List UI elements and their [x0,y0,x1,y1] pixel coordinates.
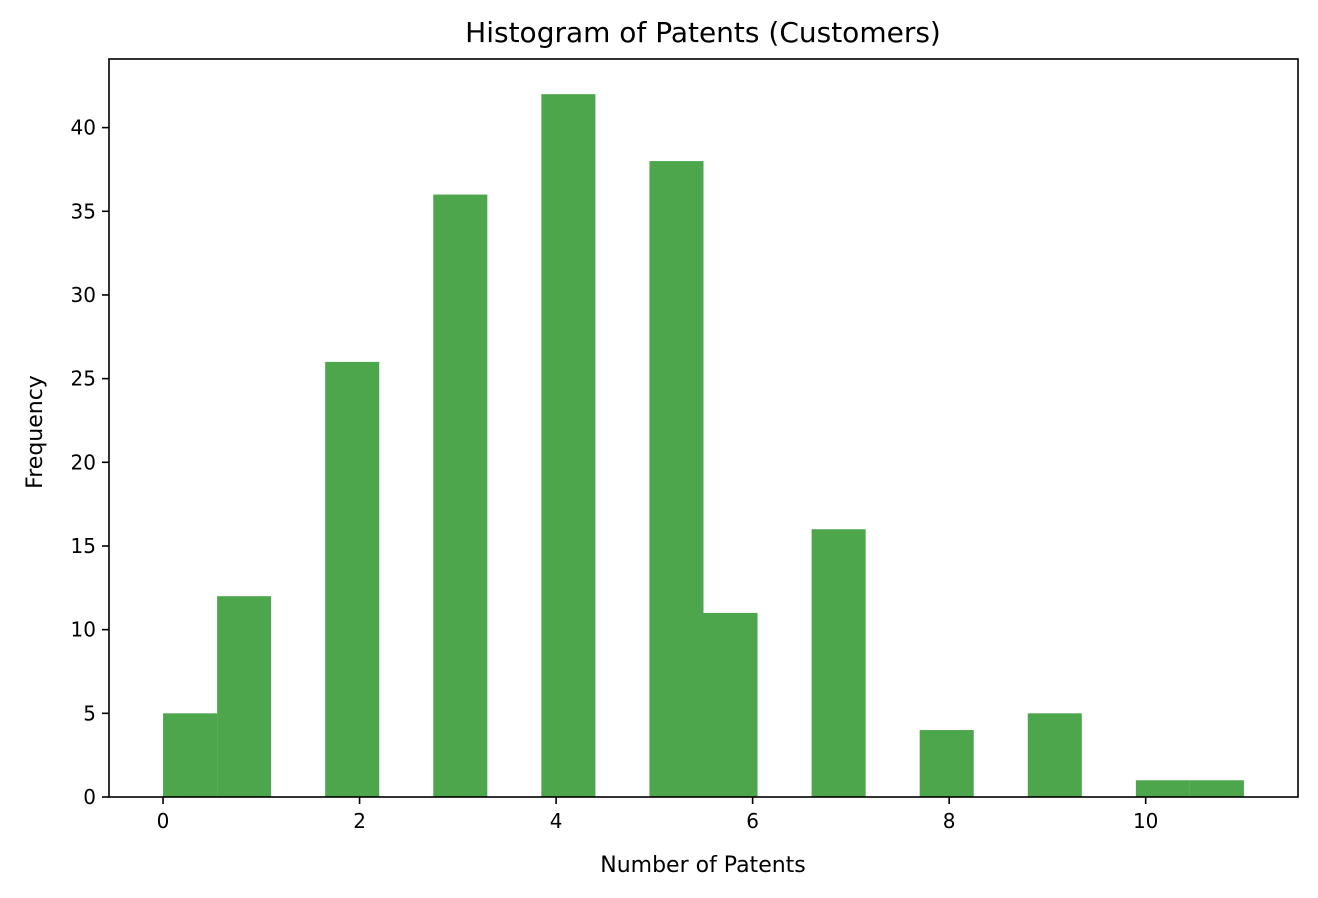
x-tick-label: 10 [1133,809,1158,833]
y-tick-label: 25 [71,367,96,391]
x-tick-label: 8 [943,809,956,833]
x-axis-label: Number of Patents [600,853,806,878]
x-tick-label: 0 [157,809,170,833]
histogram-bar [1027,713,1082,797]
y-tick-label: 30 [71,283,96,307]
x-tick-label: 4 [550,809,563,833]
histogram-bar [433,194,488,797]
y-tick-label: 40 [71,116,96,140]
histogram-bar [703,612,758,797]
y-tick-label: 0 [83,785,96,809]
histogram-bar [649,161,704,797]
histogram-bar [325,361,380,797]
x-tick-label: 6 [746,809,759,833]
y-tick-label: 10 [71,618,96,642]
x-tick-label: 2 [353,809,366,833]
bars-group [163,94,1244,797]
chart-title: Histogram of Patents (Customers) [465,16,941,49]
y-tick-label: 15 [71,534,96,558]
y-tick-label: 20 [71,450,96,474]
x-axis-ticks: 0 2 4 6 8 10 [157,797,1158,833]
y-tick-label: 35 [71,199,96,223]
histogram-bar [919,730,974,797]
histogram-bar [1135,780,1190,797]
histogram-bar [811,529,866,797]
histogram-bar [541,94,596,797]
histogram-bar [1189,780,1244,797]
y-axis-label: Frequency [23,375,48,489]
plot-frame [108,58,1299,798]
histogram-bar [217,596,272,797]
y-axis-ticks: 0 5 10 15 20 25 30 35 40 [71,116,109,809]
y-tick-label: 5 [83,701,96,725]
histogram-bar [163,713,218,797]
